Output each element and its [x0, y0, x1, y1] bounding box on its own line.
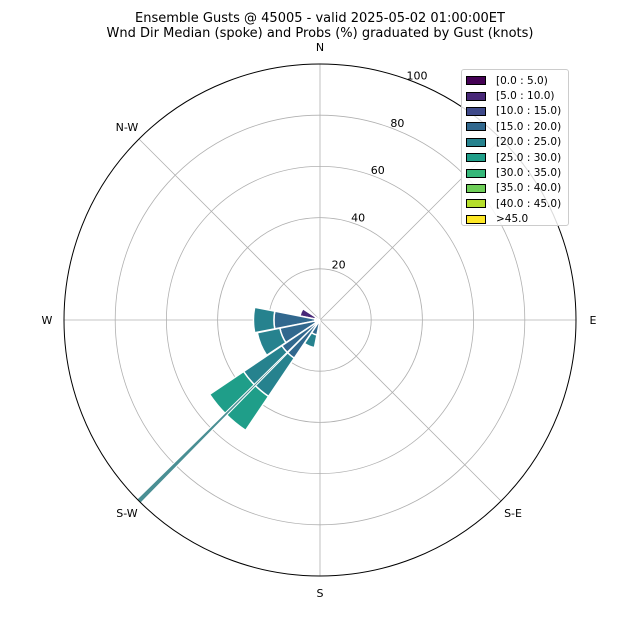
direction-label: S-W — [116, 507, 138, 520]
radial-tick-label: 60 — [371, 164, 385, 177]
legend-swatch — [466, 153, 486, 163]
direction-labels: N E S-E S S-W W N-W — [42, 41, 597, 600]
direction-label: E — [590, 314, 597, 327]
legend-item: [40.0 : 45.0) — [466, 196, 568, 211]
radial-tick-label: 20 — [332, 259, 346, 272]
direction-label: S — [317, 587, 324, 600]
grid-spoke — [138, 138, 321, 321]
direction-label: W — [42, 314, 53, 327]
legend-swatch — [466, 137, 486, 147]
legend-swatch — [466, 91, 486, 101]
legend-swatch — [466, 106, 486, 116]
legend-label: [35.0 : 40.0) — [496, 182, 562, 195]
polar-frame — [63, 63, 577, 577]
legend-item: [10.0 : 15.0) — [466, 104, 568, 119]
legend-item: [35.0 : 40.0) — [466, 181, 568, 196]
chart-title-line-1: Ensemble Gusts @ 45005 - valid 2025-05-0… — [135, 11, 505, 26]
legend-item: >45.0 — [466, 212, 568, 227]
legend-swatch — [466, 183, 486, 193]
legend-swatch — [466, 214, 486, 224]
median-spoke-layer — [136, 319, 321, 504]
legend-label: >45.0 — [496, 213, 529, 226]
legend: [0.0 : 5.0) [5.0 : 10.0) [10.0 : 15.0) [15.… — [461, 69, 569, 226]
legend-label: [0.0 : 5.0) — [496, 74, 548, 87]
direction-label: S-E — [504, 507, 522, 520]
legend-swatch — [466, 199, 486, 209]
chart-title: Ensemble Gusts @ 45005 - valid 2025-05-0… — [0, 11, 640, 41]
median-spoke — [136, 319, 321, 504]
radial-tick-label: 40 — [351, 211, 365, 224]
bar-wedge — [256, 327, 287, 357]
legend-item: [30.0 : 35.0) — [466, 165, 568, 180]
bar-wedge — [252, 306, 276, 334]
legend-item: [20.0 : 25.0) — [466, 135, 568, 150]
chart-title-line-2: Wnd Dir Median (spoke) and Probs (%) gra… — [106, 26, 534, 41]
legend-label: [40.0 : 45.0) — [496, 197, 562, 210]
legend-label: [20.0 : 25.0) — [496, 136, 562, 149]
legend-label: [30.0 : 35.0) — [496, 167, 562, 180]
legend-swatch — [466, 76, 486, 86]
legend-item: [15.0 : 20.0) — [466, 119, 568, 134]
radial-tick-labels: 20 40 60 80 100 — [332, 69, 428, 271]
polar-outer-circle — [63, 63, 577, 577]
legend-item: [0.0 : 5.0) — [466, 73, 568, 88]
legend-label: [5.0 : 10.0) — [496, 90, 555, 103]
bar-wedge — [303, 331, 318, 349]
grid-spoke — [319, 319, 502, 502]
legend-swatch — [466, 168, 486, 178]
legend-swatch — [466, 122, 486, 132]
radial-tick-label: 100 — [406, 69, 427, 82]
direction-label: N — [316, 41, 324, 54]
legend-item: [25.0 : 30.0) — [466, 150, 568, 165]
legend-label: [15.0 : 20.0) — [496, 120, 562, 133]
radial-tick-label: 80 — [390, 117, 404, 130]
direction-label: N-W — [116, 121, 139, 134]
legend-item: [5.0 : 10.0) — [466, 88, 568, 103]
legend-label: [25.0 : 30.0) — [496, 151, 562, 164]
legend-label: [10.0 : 15.0) — [496, 105, 562, 118]
